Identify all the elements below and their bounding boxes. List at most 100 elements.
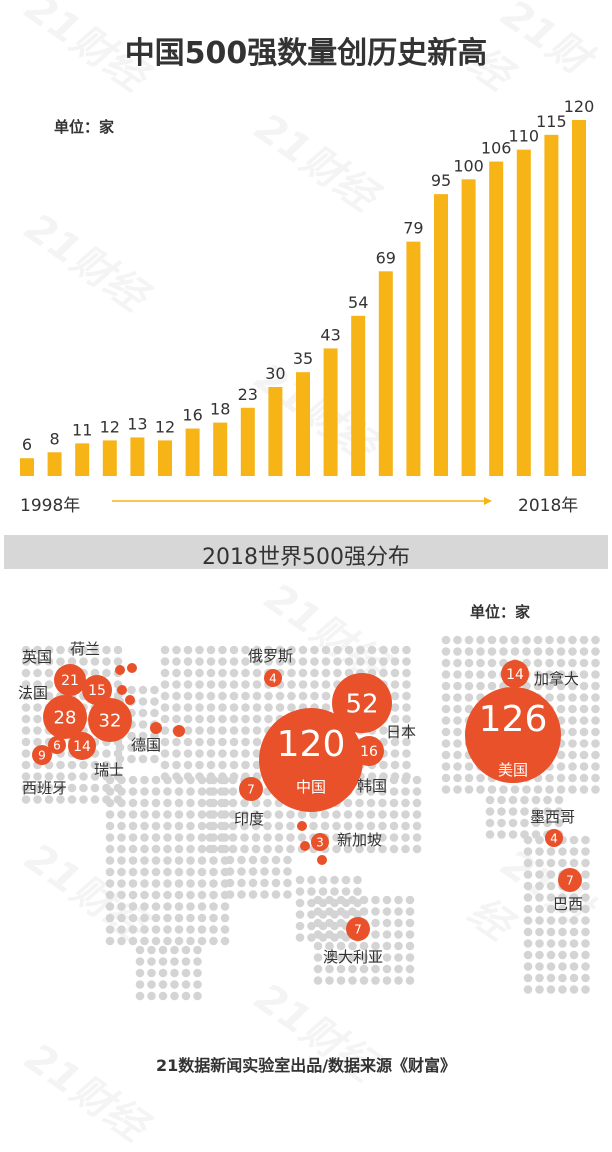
bubble-英国 xyxy=(54,664,86,696)
bar-label-2017: 115 xyxy=(536,112,567,131)
source-footer: 21数据新闻实验室出品/数据来源《财富》 xyxy=(155,1056,457,1075)
country-label-德国: 德国 xyxy=(131,736,161,754)
bubble-value-巴西: 7 xyxy=(566,873,574,887)
bar-label-2004: 16 xyxy=(182,406,202,425)
bubble-extra-7 xyxy=(48,736,66,754)
bar-label-2005: 18 xyxy=(210,400,230,419)
bar-label-2006: 23 xyxy=(238,385,258,404)
bubble-印度 xyxy=(239,777,263,801)
minor-dot xyxy=(117,685,127,695)
map-unit-label: 单位：家 xyxy=(470,603,530,621)
bar-2006 xyxy=(240,407,255,476)
bubble-value-extra-7: 6 xyxy=(53,738,61,752)
bubble-value-美国: 126 xyxy=(479,699,548,740)
bar-2014 xyxy=(461,179,476,477)
bar-label-2015: 106 xyxy=(481,139,512,158)
bar-2000 xyxy=(75,443,90,476)
bar-label-1998: 6 xyxy=(22,435,32,454)
bubble-日本 xyxy=(332,673,392,733)
bar-2004 xyxy=(185,428,200,476)
bubble-法国 xyxy=(43,695,87,739)
country-label-印度: 印度 xyxy=(234,810,264,828)
bar-2008 xyxy=(296,372,310,476)
bar-2018 xyxy=(572,120,586,476)
bar-label-2009: 43 xyxy=(320,325,340,344)
bar-2017 xyxy=(544,134,559,477)
country-label-中国: 中国 xyxy=(296,778,326,796)
bubble-西班牙 xyxy=(32,745,52,765)
bubble-value-俄罗斯: 4 xyxy=(269,671,277,685)
bar-label-2012: 79 xyxy=(403,219,423,238)
bar-label-2001: 12 xyxy=(100,417,120,436)
bar-label-2011: 69 xyxy=(376,248,396,267)
country-label-墨西哥: 墨西哥 xyxy=(530,808,575,826)
unit-label: 单位：家 xyxy=(54,118,115,136)
minor-dot xyxy=(317,855,327,865)
country-label-澳大利亚: 澳大利亚 xyxy=(323,948,383,966)
bubble-澳大利亚 xyxy=(346,917,370,941)
bar-2003 xyxy=(158,440,172,476)
bar-2012 xyxy=(406,241,421,476)
country-label-英国: 英国 xyxy=(22,648,52,666)
bubble-value-加拿大: 14 xyxy=(506,667,524,683)
country-label-日本: 日本 xyxy=(386,723,416,741)
bar-label-2007: 30 xyxy=(265,364,285,383)
bubble-俄罗斯 xyxy=(264,669,282,687)
bar-label-1999: 8 xyxy=(50,429,60,448)
bubble-德国 xyxy=(88,698,132,742)
country-label-巴西: 巴西 xyxy=(553,895,583,913)
bubble-加拿大 xyxy=(501,660,529,688)
country-label-法国: 法国 xyxy=(18,684,48,702)
bar-label-2013: 95 xyxy=(431,171,451,190)
bar-2007 xyxy=(268,387,283,476)
map-title: 2018世界500强分布 xyxy=(202,545,410,570)
bubble-value-日本: 52 xyxy=(345,689,378,719)
bubble-value-新加坡: 3 xyxy=(316,835,324,849)
bubble-value-extra-6: 15 xyxy=(88,683,106,699)
bar-label-2010: 54 xyxy=(348,293,368,312)
bar-2015 xyxy=(489,161,504,477)
bubble-value-英国: 21 xyxy=(61,673,79,689)
section-band: 2018世界500强分布 xyxy=(4,535,608,570)
country-label-美国: 美国 xyxy=(498,761,528,779)
bubble-value-德国: 32 xyxy=(99,710,122,731)
bubble-韩国 xyxy=(354,736,384,766)
bar-2011 xyxy=(378,271,393,476)
bar-label-2008: 35 xyxy=(293,349,313,368)
bar-2001 xyxy=(102,440,117,476)
bubble-value-韩国: 16 xyxy=(360,744,378,760)
bubble-value-墨西哥: 4 xyxy=(550,831,558,845)
timeline-arrow-head xyxy=(484,497,492,505)
minor-dot xyxy=(150,722,162,734)
minor-dot xyxy=(297,821,307,831)
minor-dot xyxy=(173,725,185,737)
bar-label-2018: 120 xyxy=(564,97,595,116)
chart-title: 中国500强数量创历史新高 xyxy=(124,36,488,71)
bubble-新加坡 xyxy=(311,833,329,851)
country-label-新加坡: 新加坡 xyxy=(337,831,382,849)
bubble-中国 xyxy=(259,708,363,812)
bar-2002 xyxy=(130,437,145,476)
bar-1998 xyxy=(20,458,34,476)
bubble-value-西班牙: 9 xyxy=(38,748,46,762)
minor-dot xyxy=(127,663,137,673)
bubble-巴西 xyxy=(558,868,582,892)
map-dots xyxy=(21,635,600,1001)
bar-2009 xyxy=(323,348,338,476)
bubble-value-印度: 7 xyxy=(247,782,255,796)
bar-2016 xyxy=(516,149,531,476)
minor-dot xyxy=(125,695,135,705)
bubble-value-中国: 120 xyxy=(277,724,346,765)
end-year-label: 2018年 xyxy=(518,496,578,516)
minor-dot xyxy=(300,841,310,851)
bar-label-2014: 100 xyxy=(453,156,484,175)
bar-2013 xyxy=(434,194,448,476)
country-label-西班牙: 西班牙 xyxy=(22,779,67,797)
country-label-俄罗斯: 俄罗斯 xyxy=(248,647,293,665)
bar-2010 xyxy=(351,315,366,476)
bar-label-2002: 13 xyxy=(127,414,147,433)
bubble-瑞士 xyxy=(68,732,96,760)
bubble-value-澳大利亚: 7 xyxy=(354,922,362,936)
